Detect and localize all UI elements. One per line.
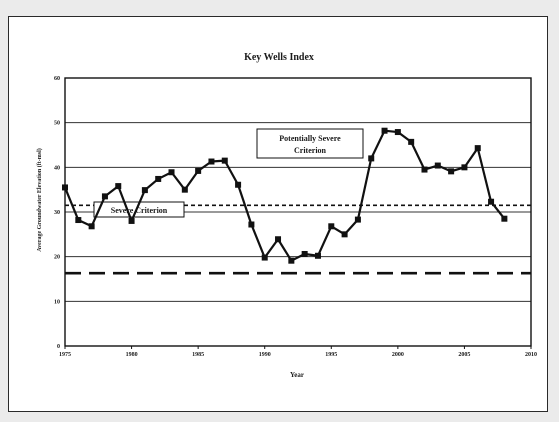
- chart-title: Key Wells Index: [244, 52, 314, 63]
- data-point: [461, 164, 468, 171]
- criterion-label: Potentially Severe: [279, 134, 341, 143]
- data-point: [168, 169, 175, 176]
- data-point: [434, 162, 441, 169]
- x-tick-label: 1980: [126, 352, 138, 358]
- criterion-label: Criterion: [294, 146, 327, 155]
- y-tick-label: 60: [54, 76, 60, 82]
- y-axis-title: Average Groundwater Elevation (ft-msl): [36, 148, 43, 251]
- series-line: [63, 129, 506, 262]
- series-layer: [62, 127, 508, 264]
- axes: [64, 77, 532, 349]
- axis-labels: 0 10 20 30 40 50 60 1975 1980 1985 1990 1995 2000 200…: [54, 76, 537, 358]
- plot-border: [64, 77, 532, 347]
- data-point: [155, 175, 162, 182]
- data-point: [75, 217, 82, 224]
- x-axis-title: Year: [290, 371, 304, 379]
- data-point: [221, 157, 228, 164]
- data-point: [275, 236, 282, 243]
- data-point: [421, 166, 428, 173]
- x-tick-label: 1975: [59, 352, 71, 358]
- x-tick-label: 2000: [392, 352, 404, 358]
- y-tick-label: 30: [54, 210, 60, 216]
- criterion-label-box: [256, 128, 364, 159]
- data-point: [181, 186, 188, 193]
- data-point: [248, 221, 255, 228]
- chart-frame: Potentially Severe Criterion Severe Criter…: [8, 16, 548, 412]
- data-point: [368, 155, 375, 162]
- data-point: [62, 184, 68, 191]
- data-point: [288, 257, 295, 264]
- data-point: [328, 223, 335, 230]
- line-chart: Potentially Severe Criterion Severe Criter…: [36, 52, 537, 379]
- data-point: [354, 216, 361, 223]
- data-point: [195, 167, 202, 174]
- grid-lines: [65, 77, 531, 302]
- y-tick-label: 10: [54, 299, 60, 305]
- y-tick-label: 50: [54, 121, 60, 127]
- data-point: [408, 138, 415, 145]
- data-point: [115, 183, 122, 190]
- data-point: [141, 187, 148, 194]
- data-point: [314, 252, 321, 259]
- data-point: [394, 129, 401, 136]
- data-point: [101, 193, 108, 200]
- data-point: [448, 168, 455, 175]
- data-point: [208, 158, 215, 165]
- reference-lines: Potentially Severe Criterion Severe Criter…: [65, 128, 531, 275]
- data-point: [474, 145, 481, 152]
- data-point: [235, 181, 242, 188]
- data-point: [501, 215, 508, 222]
- data-point: [261, 254, 268, 261]
- data-point: [381, 127, 388, 134]
- x-tick-label: 1995: [325, 352, 337, 358]
- x-tick-label: 1985: [192, 352, 204, 358]
- y-tick-label: 0: [57, 344, 60, 350]
- data-point: [301, 250, 308, 257]
- x-tick-label: 1990: [259, 352, 271, 358]
- y-tick-label: 20: [54, 255, 60, 261]
- y-tick-label: 40: [54, 165, 60, 171]
- data-point: [88, 223, 95, 230]
- x-tick-label: 2010: [525, 352, 537, 358]
- x-tick-label: 2005: [458, 352, 470, 358]
- criterion-label: Severe Criterion: [111, 206, 168, 215]
- data-point: [488, 198, 495, 205]
- data-point: [128, 217, 135, 224]
- data-point: [341, 231, 348, 238]
